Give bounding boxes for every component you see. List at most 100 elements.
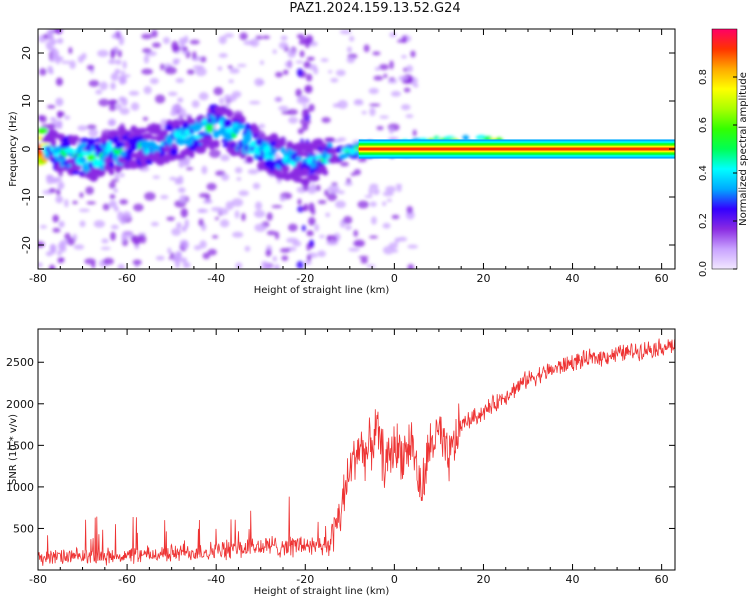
noise-blob: [313, 67, 319, 75]
snr-ytick-label: 500: [13, 522, 34, 535]
ridge-blob: [162, 145, 172, 153]
noise-blob: [202, 199, 213, 204]
noise-blob: [98, 98, 110, 107]
noise-blob: [225, 201, 234, 211]
noise-blob: [227, 65, 233, 69]
noise-blob: [86, 124, 97, 130]
noise-column-blob: [296, 260, 304, 269]
noise-blob: [361, 110, 367, 115]
ridge-blob: [322, 169, 329, 176]
ridge-blob: [78, 157, 87, 163]
noise-blob: [401, 104, 411, 111]
noise-blob: [110, 224, 119, 230]
noise-blob: [382, 201, 387, 207]
noise-blob: [170, 252, 175, 259]
noise-blob: [241, 212, 246, 222]
noise-column-blob: [58, 241, 66, 250]
noise-column-blob: [296, 68, 304, 77]
noise-blob: [152, 42, 161, 48]
noise-blob: [206, 182, 217, 191]
noise-blob: [192, 65, 205, 70]
colorbar: 0.0 0.2 0.4 0.6 0.8 Normalized spectral ampli…: [698, 28, 749, 277]
noise-column-blob: [56, 188, 61, 196]
noise-blob: [109, 193, 116, 200]
noise-column-blob: [304, 86, 311, 91]
snr-ytick-label: 1000: [6, 481, 34, 494]
noise-blob: [235, 262, 243, 269]
noise-blob: [102, 203, 110, 211]
noise-blob: [119, 199, 129, 205]
noise-blob: [310, 182, 315, 191]
noise-blob: [275, 71, 283, 78]
noise-column-blob: [172, 58, 181, 63]
noise-blob: [265, 249, 272, 257]
snr-xtick-label: 60: [655, 573, 669, 586]
noise-blob: [274, 97, 283, 102]
steady-tone-band: [358, 139, 675, 159]
noise-blob: [64, 115, 71, 120]
noise-blob: [327, 185, 340, 193]
colorbar-label: Normalized spectral amplitude: [738, 72, 749, 226]
snr-line: [38, 338, 675, 566]
noise-blob: [327, 193, 338, 202]
noise-blob: [278, 105, 289, 111]
ridge-blob: [49, 129, 59, 137]
noise-column-blob: [173, 103, 179, 113]
noise-blob: [160, 63, 165, 71]
noise-column-blob: [180, 257, 188, 264]
tone-layer: [358, 147, 675, 151]
noise-blob: [266, 212, 273, 221]
noise-blob: [86, 201, 96, 205]
noise-column-blob: [298, 40, 307, 45]
colorbar-tick-label: 0.6: [698, 117, 709, 133]
noise-column-blob: [180, 208, 188, 218]
snr-ylabel: SNR (10 * v/v): [8, 414, 19, 485]
noise-column-blob: [111, 34, 119, 39]
ridge-blob: [201, 136, 213, 142]
noise-blob: [211, 235, 219, 239]
noise-blob: [189, 39, 200, 45]
noise-blob: [389, 60, 394, 70]
noise-column-blob: [295, 88, 302, 97]
noise-blob: [372, 51, 381, 56]
noise-blob: [262, 35, 271, 40]
colorbar-tick-label: 0.4: [698, 165, 709, 181]
noise-column-blob: [309, 239, 315, 247]
noise-blob: [271, 204, 283, 209]
noise-column-blob: [56, 110, 63, 119]
noise-column-blob: [177, 97, 184, 103]
figure-title: PAZ1.2024.159.13.52.G24: [289, 1, 461, 16]
noise-blob: [353, 100, 364, 106]
noise-blob: [202, 252, 211, 260]
noise-blob: [219, 219, 230, 228]
noise-blob: [198, 208, 205, 213]
noise-column-blob: [107, 120, 116, 126]
noise-blob: [335, 69, 346, 77]
noise-blob: [143, 54, 150, 64]
noise-blob: [219, 97, 225, 105]
noise-blob: [73, 244, 85, 250]
noise-blob: [221, 173, 230, 181]
noise-blob: [278, 41, 289, 50]
ridge-blob: [61, 166, 68, 172]
noise-blob: [337, 99, 348, 109]
ridge-blob: [251, 129, 262, 135]
noise-column-blob: [174, 177, 181, 185]
noise-column-blob: [110, 231, 116, 241]
noise-blob: [162, 37, 171, 45]
noise-blob: [195, 67, 207, 77]
noise-column-blob: [121, 97, 128, 107]
noise-blob: [39, 115, 47, 123]
snr-xtick-label: -80: [29, 573, 47, 586]
noise-blob: [401, 79, 413, 84]
noise-blob: [199, 240, 207, 249]
noise-blob: [378, 64, 389, 71]
ridge-blob: [38, 127, 48, 134]
noise-blob: [175, 78, 185, 83]
colorbar-tick-label: 0.8: [698, 69, 709, 85]
ridge-blob: [308, 174, 320, 182]
noise-column-blob: [308, 217, 316, 226]
noise-column-blob: [297, 128, 304, 135]
noise-blob: [295, 60, 304, 64]
noise-blob: [228, 79, 234, 84]
